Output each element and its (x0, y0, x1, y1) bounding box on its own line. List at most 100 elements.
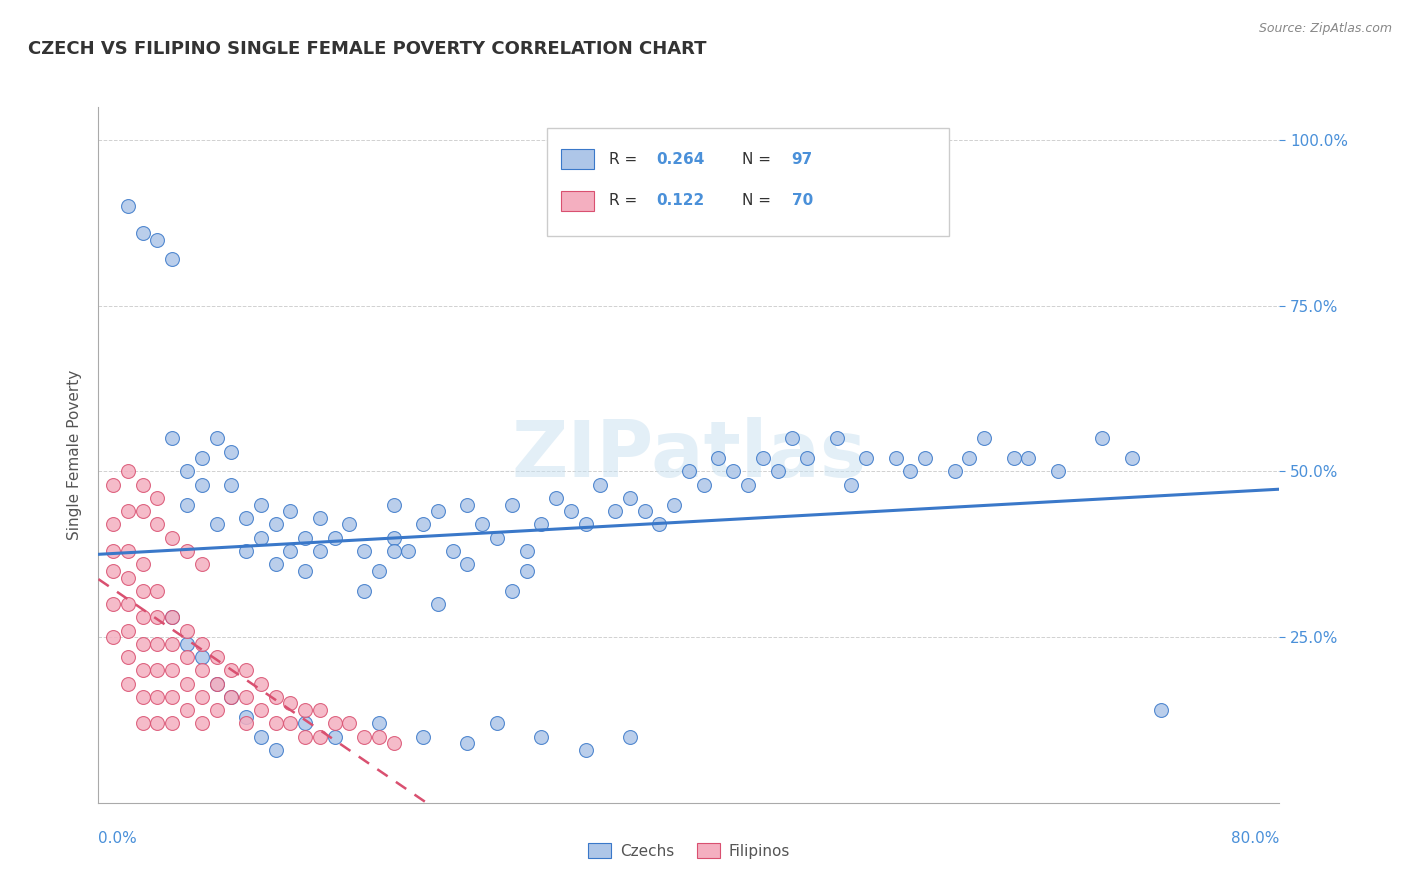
Text: 70: 70 (792, 194, 813, 209)
Point (146, 491, 169, 505)
Point (353, 730, 375, 744)
Point (264, 517, 287, 532)
Point (1150, 703, 1173, 717)
Point (693, 477, 716, 491)
Point (486, 531, 509, 545)
Point (441, 544, 464, 558)
Point (516, 544, 538, 558)
Point (382, 544, 405, 558)
Point (103, 544, 125, 558)
Point (280, 544, 302, 558)
Text: CZECH VS FILIPINO SINGLE FEMALE POVERTY CORRELATION CHART: CZECH VS FILIPINO SINGLE FEMALE POVERTY … (28, 40, 707, 58)
Point (132, 583, 155, 598)
Point (619, 730, 641, 744)
Point (205, 676, 228, 690)
Point (1002, 451, 1025, 466)
Point (191, 716, 214, 731)
Point (191, 477, 214, 491)
Point (205, 703, 228, 717)
Point (766, 465, 789, 479)
Text: ZIPatlas: ZIPatlas (512, 417, 866, 493)
Text: 97: 97 (792, 152, 813, 167)
Point (294, 730, 316, 744)
Point (250, 730, 273, 744)
Point (294, 703, 316, 717)
Point (132, 716, 155, 731)
Point (162, 663, 183, 677)
Point (191, 451, 214, 466)
Point (235, 690, 257, 704)
Point (782, 431, 804, 445)
Point (191, 558, 214, 572)
Point (382, 498, 405, 512)
Point (162, 716, 183, 731)
Point (162, 637, 183, 651)
Point (117, 544, 139, 558)
Point (900, 465, 922, 479)
Text: N =: N = (742, 152, 776, 167)
Point (353, 583, 375, 598)
Point (634, 504, 657, 518)
Point (1091, 431, 1114, 445)
Point (176, 465, 198, 479)
Point (825, 431, 848, 445)
Point (884, 451, 907, 466)
Point (486, 716, 509, 731)
Point (162, 252, 183, 267)
Point (250, 498, 273, 512)
Bar (561, 150, 595, 169)
Point (191, 663, 214, 677)
Point (323, 730, 346, 744)
Point (117, 465, 139, 479)
Point (280, 716, 302, 731)
Point (162, 690, 183, 704)
Point (280, 697, 302, 711)
Point (398, 544, 420, 558)
Legend: Czechs, Filipinos: Czechs, Filipinos (582, 837, 796, 864)
Point (619, 491, 641, 505)
Point (176, 544, 198, 558)
Point (146, 663, 169, 677)
Point (221, 444, 243, 458)
Point (382, 531, 405, 545)
Point (205, 676, 228, 690)
Point (264, 558, 287, 572)
Point (221, 663, 243, 677)
Point (530, 517, 553, 532)
Point (176, 624, 198, 638)
Point (117, 624, 139, 638)
Point (103, 564, 125, 578)
Point (117, 650, 139, 665)
Point (427, 597, 450, 611)
Point (176, 676, 198, 690)
Point (191, 650, 214, 665)
Point (132, 558, 155, 572)
Point (146, 583, 169, 598)
Point (294, 564, 316, 578)
Point (132, 477, 155, 491)
Text: 0.122: 0.122 (655, 194, 704, 209)
Point (176, 650, 198, 665)
Point (382, 736, 405, 750)
Point (132, 504, 155, 518)
Point (176, 637, 198, 651)
Point (264, 716, 287, 731)
Point (323, 716, 346, 731)
Point (264, 690, 287, 704)
Text: 0.264: 0.264 (655, 152, 704, 167)
Point (457, 498, 479, 512)
Point (162, 431, 183, 445)
Point (162, 610, 183, 624)
Point (707, 451, 730, 466)
Point (146, 233, 169, 247)
Point (943, 465, 966, 479)
Point (117, 199, 139, 213)
Point (176, 703, 198, 717)
Point (427, 504, 450, 518)
Point (264, 743, 287, 757)
Point (117, 570, 139, 584)
Point (339, 517, 361, 532)
Point (1046, 465, 1070, 479)
Point (205, 650, 228, 665)
Text: R =: R = (609, 194, 641, 209)
